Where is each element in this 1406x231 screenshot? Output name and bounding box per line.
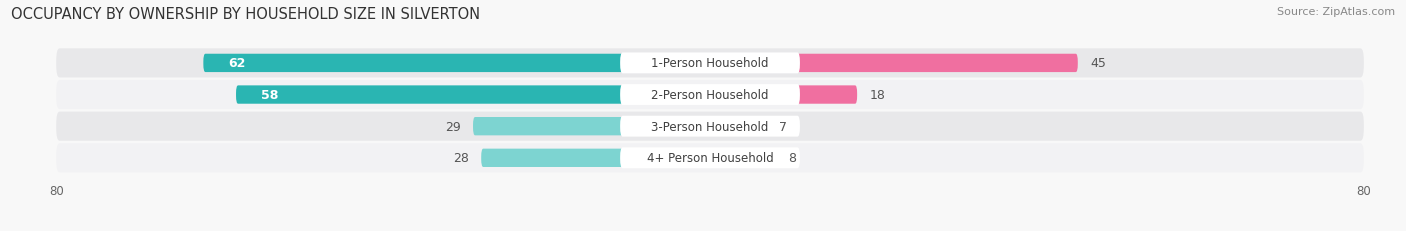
FancyBboxPatch shape xyxy=(620,85,800,106)
Text: 4+ Person Household: 4+ Person Household xyxy=(647,152,773,165)
Text: 62: 62 xyxy=(228,57,245,70)
FancyBboxPatch shape xyxy=(56,49,1364,78)
Text: 1-Person Household: 1-Person Household xyxy=(651,57,769,70)
FancyBboxPatch shape xyxy=(56,144,1364,173)
FancyBboxPatch shape xyxy=(236,86,710,104)
FancyBboxPatch shape xyxy=(710,55,1078,73)
Text: 58: 58 xyxy=(260,89,278,102)
FancyBboxPatch shape xyxy=(710,86,858,104)
FancyBboxPatch shape xyxy=(56,112,1364,141)
Text: 18: 18 xyxy=(869,89,886,102)
FancyBboxPatch shape xyxy=(204,55,710,73)
FancyBboxPatch shape xyxy=(472,118,710,136)
Text: 7: 7 xyxy=(779,120,787,133)
FancyBboxPatch shape xyxy=(710,149,776,167)
Text: 29: 29 xyxy=(446,120,461,133)
Text: 28: 28 xyxy=(453,152,470,165)
Text: 2-Person Household: 2-Person Household xyxy=(651,89,769,102)
FancyBboxPatch shape xyxy=(710,118,768,136)
FancyBboxPatch shape xyxy=(620,148,800,169)
Text: 8: 8 xyxy=(787,152,796,165)
Text: 45: 45 xyxy=(1090,57,1107,70)
Text: Source: ZipAtlas.com: Source: ZipAtlas.com xyxy=(1277,7,1395,17)
Text: OCCUPANCY BY OWNERSHIP BY HOUSEHOLD SIZE IN SILVERTON: OCCUPANCY BY OWNERSHIP BY HOUSEHOLD SIZE… xyxy=(11,7,481,22)
FancyBboxPatch shape xyxy=(56,81,1364,110)
Text: 3-Person Household: 3-Person Household xyxy=(651,120,769,133)
FancyBboxPatch shape xyxy=(620,116,800,137)
FancyBboxPatch shape xyxy=(620,53,800,74)
FancyBboxPatch shape xyxy=(481,149,710,167)
